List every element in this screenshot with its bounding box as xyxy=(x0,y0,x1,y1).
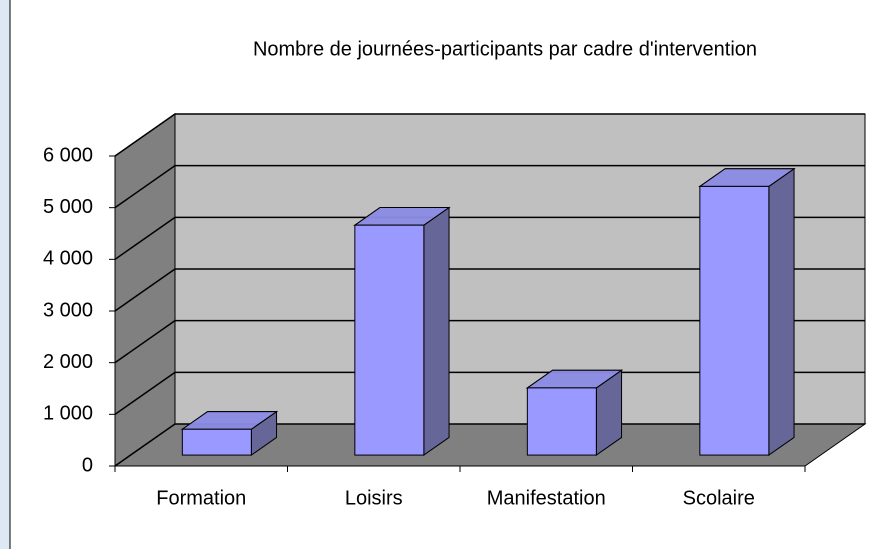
bar xyxy=(699,185,770,456)
bar xyxy=(181,428,252,456)
grid-line xyxy=(114,268,865,312)
y-tick-label: 2 000 xyxy=(43,351,93,373)
x-tick-label: Formation xyxy=(156,487,246,509)
grid-line xyxy=(114,371,865,415)
y-tick-label: 5 000 xyxy=(43,196,93,218)
grid-line xyxy=(114,319,865,364)
y-tick-label: 6 000 xyxy=(43,144,93,166)
x-tick-label: Loisirs xyxy=(345,487,403,509)
bar-side xyxy=(768,167,795,457)
grid-line xyxy=(114,216,865,260)
chart-title: Nombre de journées-participants par cadr… xyxy=(253,38,757,60)
bar-side xyxy=(423,206,450,457)
bar xyxy=(354,224,425,456)
grid-line xyxy=(114,113,865,157)
y-tick-label: 1 000 xyxy=(43,403,93,425)
y-tick-label: 3 000 xyxy=(43,299,93,321)
y-tick-label: 4 000 xyxy=(43,248,93,270)
x-tick-label: Scolaire xyxy=(683,487,755,509)
grid-line xyxy=(114,423,865,467)
y-tick-label: 0 xyxy=(82,454,93,476)
grid-line xyxy=(114,164,865,209)
x-tick-label: Manifestation xyxy=(487,487,606,509)
bar xyxy=(526,387,597,456)
